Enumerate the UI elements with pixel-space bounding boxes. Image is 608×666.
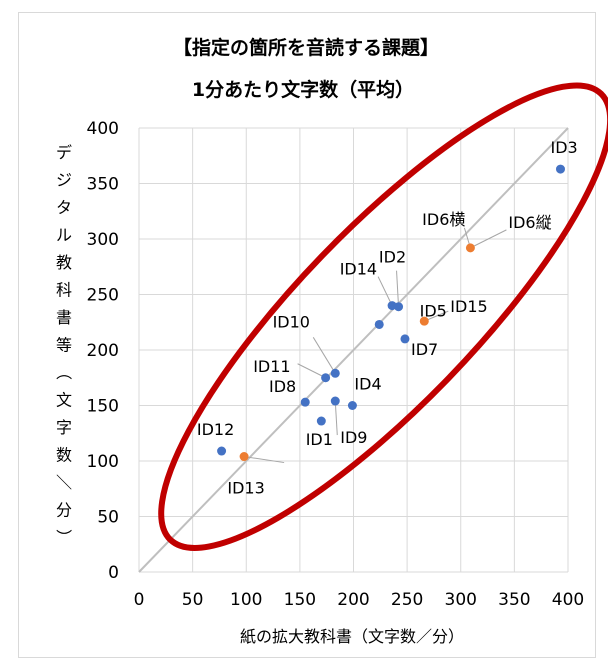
chart-title-line2: 1分あたり文字数（平均） bbox=[192, 78, 414, 101]
point-label: ID2 bbox=[379, 248, 406, 267]
label-leader-line bbox=[377, 276, 393, 306]
point-label: ID10 bbox=[273, 312, 310, 331]
data-point bbox=[465, 243, 475, 253]
data-point bbox=[400, 334, 410, 344]
diagonal-line bbox=[138, 127, 569, 573]
y-tick-label: 300 bbox=[87, 230, 119, 250]
data-point bbox=[374, 319, 384, 329]
data-point bbox=[321, 373, 331, 383]
point-label: ID4 bbox=[354, 375, 381, 394]
x-tick-label: 400 bbox=[552, 590, 584, 610]
x-axis-ticks: 0 50 100 150 200 250 300 350 400 bbox=[134, 590, 585, 610]
chart-frame bbox=[18, 12, 596, 658]
x-tick-label: 0 bbox=[134, 590, 145, 610]
point-label: ID13 bbox=[227, 479, 264, 498]
y-axis-label-char: 書 bbox=[56, 308, 72, 327]
point-label: ID3 bbox=[550, 138, 577, 157]
data-point bbox=[419, 316, 429, 326]
x-tick-label: 250 bbox=[391, 590, 423, 610]
point-label: ID14 bbox=[340, 260, 377, 279]
y-tick-label: 100 bbox=[87, 452, 119, 472]
label-leader-line bbox=[244, 456, 285, 464]
data-point bbox=[330, 396, 340, 406]
data-point bbox=[300, 397, 310, 407]
x-tick-label: 350 bbox=[498, 590, 530, 610]
reference-line bbox=[138, 127, 569, 573]
label-leader-line bbox=[470, 229, 507, 249]
data-point bbox=[316, 416, 326, 426]
data-point bbox=[347, 401, 357, 410]
y-tick-label: 150 bbox=[87, 397, 119, 417]
data-point bbox=[555, 164, 565, 174]
y-axis-label-char: 字 bbox=[56, 418, 72, 437]
red-ellipse bbox=[158, 82, 608, 551]
point-label: ID11 bbox=[253, 357, 290, 376]
y-axis-label-char: 数 bbox=[56, 446, 72, 465]
y-axis-label-char: 科 bbox=[56, 281, 72, 300]
x-tick-label: 100 bbox=[230, 590, 262, 610]
y-axis-ticks: 0 50 100 150 200 250 300 350 400 bbox=[87, 119, 119, 583]
y-axis-label-char: 文 bbox=[56, 391, 72, 410]
y-tick-label: 0 bbox=[108, 563, 119, 583]
point-label: ID9 bbox=[340, 428, 367, 447]
point-label: ID12 bbox=[197, 420, 234, 439]
x-tick-label: 300 bbox=[445, 590, 477, 610]
x-axis-label: 紙の拡大教科書（文字数／分） bbox=[240, 627, 464, 646]
y-axis-label-char: 分 bbox=[56, 501, 72, 520]
data-point bbox=[330, 368, 340, 378]
x-tick-label: 200 bbox=[337, 590, 369, 610]
point-label: ID8 bbox=[269, 377, 296, 396]
chart-title-line1: 【指定の箇所を音読する課題】 bbox=[173, 36, 439, 59]
point-label: ID1 bbox=[306, 430, 333, 449]
highlight-ellipse bbox=[158, 82, 608, 551]
data-points bbox=[217, 164, 565, 462]
y-tick-label: 350 bbox=[87, 175, 119, 195]
data-point bbox=[387, 301, 397, 311]
y-axis-label-char: デ bbox=[56, 143, 72, 162]
y-axis-label-char: ル bbox=[56, 226, 72, 245]
y-axis-label-char: ／ bbox=[54, 474, 73, 490]
y-tick-label: 400 bbox=[87, 119, 119, 139]
data-point bbox=[217, 446, 227, 456]
data-point bbox=[239, 452, 249, 462]
label-leader-line bbox=[312, 337, 336, 374]
point-label: ID6縦 bbox=[508, 213, 551, 232]
label-leader-line bbox=[297, 363, 326, 379]
y-tick-label: 250 bbox=[87, 286, 119, 306]
y-tick-label: 50 bbox=[97, 508, 119, 528]
point-label: ID5 bbox=[420, 301, 447, 320]
y-axis-label-char: ） bbox=[54, 529, 73, 545]
point-label: ID6横 bbox=[422, 210, 465, 229]
grid bbox=[138, 127, 569, 573]
point-label: ID15 bbox=[450, 297, 487, 316]
label-leader-line bbox=[396, 270, 400, 307]
point-label: ID7 bbox=[411, 340, 438, 359]
y-axis-label-char: 等 bbox=[56, 336, 72, 355]
y-axis-label-char: 教 bbox=[56, 253, 72, 272]
x-tick-label: 50 bbox=[182, 590, 204, 610]
y-axis-label-char: ジ bbox=[56, 171, 72, 190]
y-axis-label-char: タ bbox=[56, 198, 72, 217]
label-leader-line bbox=[334, 401, 338, 436]
y-tick-label: 200 bbox=[87, 341, 119, 361]
y-axis-label-char: （ bbox=[54, 364, 73, 380]
x-tick-label: 150 bbox=[284, 590, 316, 610]
